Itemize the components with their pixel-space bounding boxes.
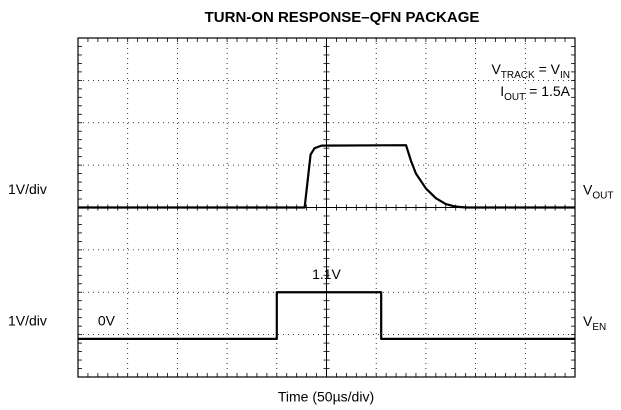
x-axis-label: Time (50µs/div) (278, 389, 374, 405)
text-part: = 1.5A (525, 83, 570, 99)
text-part: V (491, 61, 501, 77)
text-part: = V (535, 61, 561, 77)
annotation: IOUT = 1.5A (500, 83, 570, 103)
text-part: I (500, 83, 504, 99)
text-part: V (583, 313, 593, 329)
annotation: VTRACK = VIN (491, 61, 570, 81)
trace (78, 291, 575, 340)
level-label: 1.1V (312, 266, 341, 282)
scale-label: 1V/div (8, 313, 47, 329)
trace (78, 144, 575, 209)
level-label: 0V (98, 313, 116, 329)
text-part: IN (560, 70, 570, 81)
channel-label: VEN (583, 313, 606, 333)
text-part: TRACK (501, 70, 535, 81)
text-part: V (583, 181, 593, 197)
scale-label: 1V/div (8, 181, 47, 197)
channel-label: VOUT (583, 181, 613, 201)
chart-title: TURN-ON RESPONSE–QFN PACKAGE (205, 9, 480, 26)
text-part: OUT (504, 92, 525, 103)
text-part: EN (592, 322, 606, 333)
text-part: OUT (592, 191, 613, 202)
